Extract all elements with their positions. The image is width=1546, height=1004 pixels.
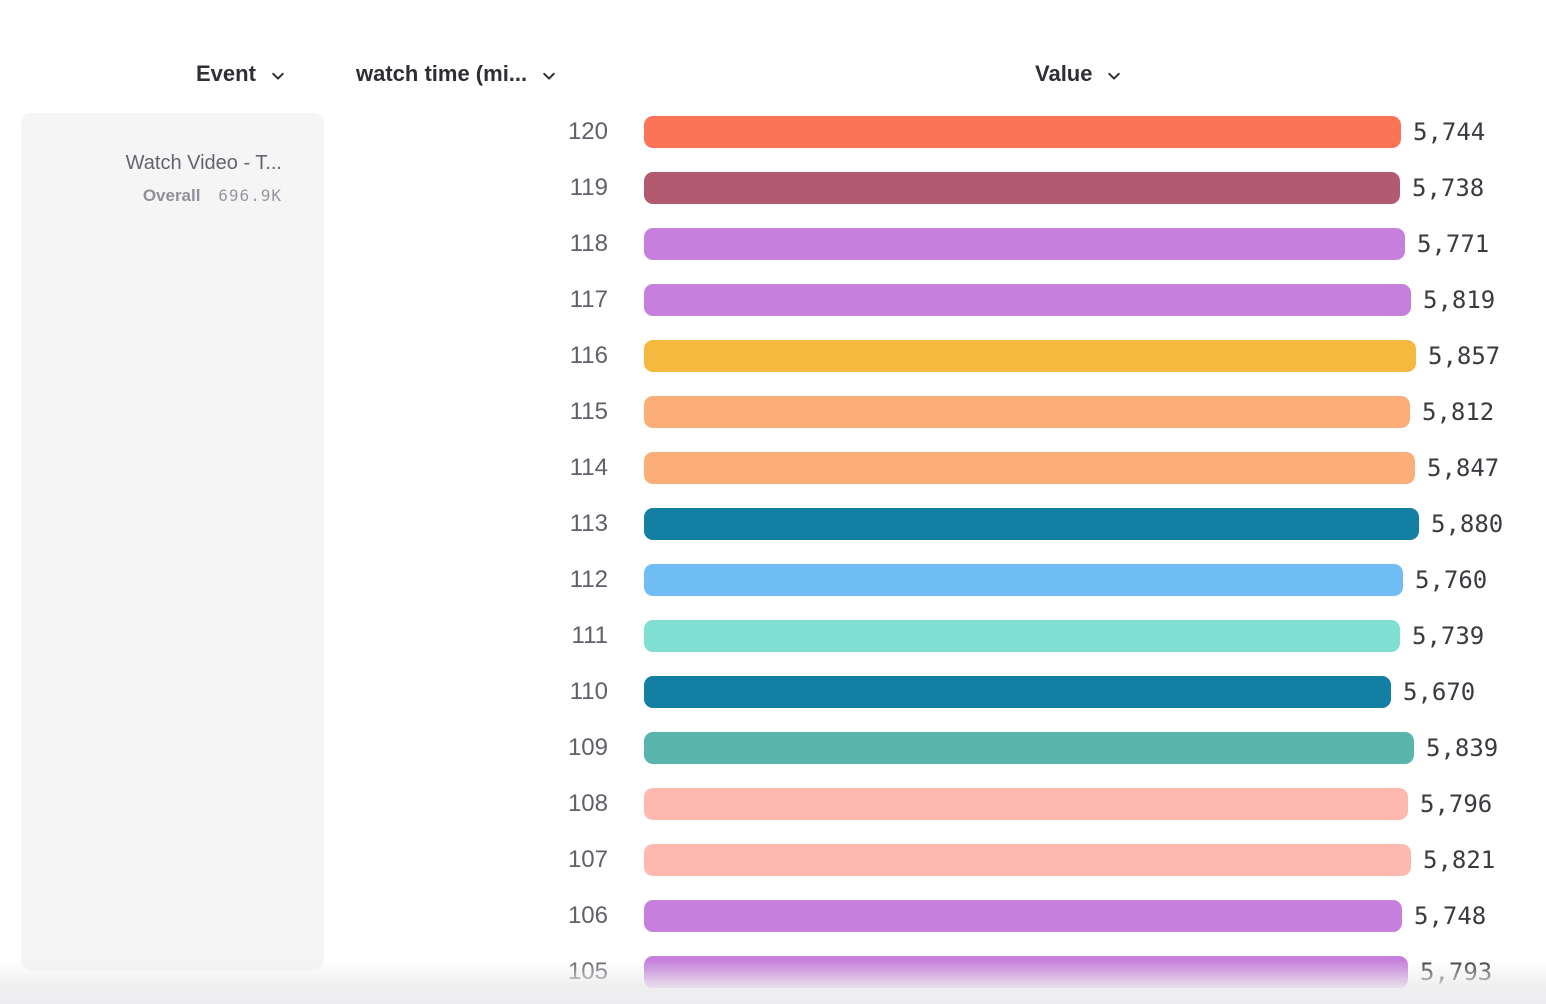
bar-track: 5,793 <box>644 956 1546 988</box>
value-bar[interactable] <box>644 844 1411 876</box>
bar-track: 5,760 <box>644 564 1546 596</box>
bar-track: 5,821 <box>644 844 1546 876</box>
value-label: 5,670 <box>1403 678 1476 706</box>
value-label: 5,821 <box>1423 846 1496 874</box>
column-header-watch-time[interactable]: watch time (mi... <box>356 59 557 89</box>
watch-time-label: 110 <box>569 678 608 705</box>
value-bar[interactable] <box>644 228 1405 260</box>
column-header-event[interactable]: Event <box>196 59 286 89</box>
event-title: Watch Video - T... <box>125 152 282 174</box>
value-bar[interactable] <box>644 732 1414 764</box>
bar-track: 5,857 <box>644 340 1546 372</box>
watch-time-label: 107 <box>567 846 608 873</box>
bar-track: 5,819 <box>644 284 1546 316</box>
bar-track: 5,670 <box>644 676 1546 708</box>
bar-track: 5,812 <box>644 396 1546 428</box>
value-bar[interactable] <box>644 620 1400 652</box>
value-label: 5,819 <box>1423 286 1496 314</box>
bar-row: 109 5,839 <box>0 732 1546 764</box>
watch-time-label: 114 <box>569 454 608 481</box>
watch-time-label: 115 <box>569 398 608 425</box>
bar-track: 5,744 <box>644 116 1546 148</box>
column-header-value-label: Value <box>1035 61 1093 86</box>
value-bar[interactable] <box>644 340 1416 372</box>
value-label: 5,744 <box>1413 118 1486 146</box>
bar-track: 5,847 <box>644 452 1546 484</box>
watch-time-label: 118 <box>569 230 608 257</box>
watch-time-label: 108 <box>567 790 608 817</box>
watch-time-label: 111 <box>571 622 608 649</box>
watch-time-label: 109 <box>567 734 608 761</box>
chevron-down-icon <box>270 68 286 84</box>
watch-time-label: 106 <box>567 902 608 929</box>
value-label: 5,771 <box>1417 230 1490 258</box>
bar-row: 117 5,819 <box>0 284 1546 316</box>
column-header-watch-time-label: watch time (mi... <box>356 61 528 86</box>
overall-value: 696.9K <box>218 186 282 205</box>
bar-row: 105 5,793 <box>0 956 1546 988</box>
chevron-down-icon <box>541 68 557 84</box>
bar-row: 113 5,880 <box>0 508 1546 540</box>
watch-time-label: 119 <box>569 174 608 201</box>
bar-row: 114 5,847 <box>0 452 1546 484</box>
value-label: 5,748 <box>1414 902 1487 930</box>
bar-track: 5,738 <box>644 172 1546 204</box>
value-bar[interactable] <box>644 564 1403 596</box>
bar-row: 119 5,738 <box>0 172 1546 204</box>
value-bar[interactable] <box>644 508 1419 540</box>
value-bar[interactable] <box>644 284 1411 316</box>
chevron-down-icon <box>1106 68 1122 84</box>
event-overall: Overall 696.9K <box>21 185 282 207</box>
bar-track: 5,739 <box>644 620 1546 652</box>
bar-track: 5,880 <box>644 508 1546 540</box>
value-label: 5,793 <box>1420 958 1493 986</box>
bar-track: 5,839 <box>644 732 1546 764</box>
value-bar[interactable] <box>644 116 1401 148</box>
value-label: 5,812 <box>1422 398 1495 426</box>
value-label: 5,880 <box>1431 510 1504 538</box>
value-label: 5,847 <box>1427 454 1500 482</box>
bar-row: 118 5,771 <box>0 228 1546 260</box>
bar-row: 111 5,739 <box>0 620 1546 652</box>
value-bar[interactable] <box>644 396 1410 428</box>
bar-row: 120 5,744 <box>0 116 1546 148</box>
watch-time-label: 116 <box>569 342 608 369</box>
watch-time-label: 113 <box>569 510 608 537</box>
bar-row: 116 5,857 <box>0 340 1546 372</box>
event-card[interactable]: Watch Video - T... Overall 696.9K <box>21 113 324 970</box>
bar-track: 5,748 <box>644 900 1546 932</box>
bar-row: 115 5,812 <box>0 396 1546 428</box>
watch-time-label: 120 <box>567 118 608 145</box>
bar-row: 106 5,748 <box>0 900 1546 932</box>
column-header-event-label: Event <box>196 61 256 86</box>
value-bar[interactable] <box>644 452 1415 484</box>
value-label: 5,857 <box>1428 342 1501 370</box>
value-bar[interactable] <box>644 676 1391 708</box>
bar-row: 110 5,670 <box>0 676 1546 708</box>
value-bar[interactable] <box>644 956 1408 988</box>
bar-row: 107 5,821 <box>0 844 1546 876</box>
watch-time-label: 105 <box>567 958 608 985</box>
column-header-value[interactable]: Value <box>1035 59 1122 89</box>
watch-time-label: 112 <box>569 566 608 593</box>
value-label: 5,738 <box>1412 174 1485 202</box>
value-label: 5,796 <box>1420 790 1493 818</box>
value-bar[interactable] <box>644 900 1402 932</box>
value-label: 5,739 <box>1412 622 1485 650</box>
bar-row: 112 5,760 <box>0 564 1546 596</box>
bar-track: 5,771 <box>644 228 1546 260</box>
value-bar[interactable] <box>644 172 1400 204</box>
value-label: 5,839 <box>1426 734 1499 762</box>
watch-time-label: 117 <box>569 286 608 313</box>
bar-track: 5,796 <box>644 788 1546 820</box>
bar-row: 108 5,796 <box>0 788 1546 820</box>
overall-label: Overall <box>142 186 201 205</box>
value-label: 5,760 <box>1415 566 1488 594</box>
value-bar[interactable] <box>644 788 1408 820</box>
